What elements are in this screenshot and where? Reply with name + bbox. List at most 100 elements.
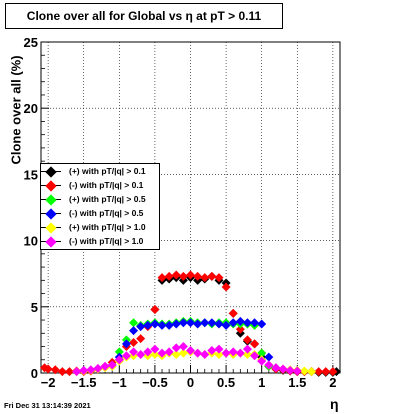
- data-point: [129, 347, 139, 357]
- data-point: [157, 348, 167, 358]
- timestamp: Fri Dec 31 13:14:39 2021: [4, 401, 91, 410]
- data-point: [107, 360, 117, 370]
- data-point: [57, 367, 67, 377]
- data-point: [157, 320, 167, 330]
- data-point: [200, 273, 210, 283]
- legend-marker: [45, 236, 57, 248]
- x-tick-label: −0.5: [142, 375, 168, 390]
- data-point: [136, 322, 146, 332]
- legend-label: (+) with pT/|q| > 0.1: [69, 166, 146, 176]
- data-point: [186, 318, 195, 328]
- data-point: [321, 367, 331, 377]
- data-point: [150, 319, 160, 329]
- data-point: [257, 356, 267, 366]
- chart-title: Clone over all for Global vs η at pT > 0…: [5, 3, 283, 29]
- data-point: [64, 367, 74, 377]
- y-tick-label: 10: [24, 234, 38, 249]
- legend-marker: [45, 222, 57, 234]
- data-point: [328, 367, 338, 377]
- data-point: [157, 273, 167, 283]
- data-point: [178, 271, 188, 281]
- legend-entry: (-) with pT/|q| > 0.5: [41, 207, 159, 220]
- data-point: [314, 367, 324, 377]
- data-point: [178, 342, 188, 352]
- data-point: [207, 318, 217, 328]
- y-tick-label: 20: [24, 101, 38, 116]
- data-point: [186, 270, 195, 280]
- data-point: [100, 361, 110, 371]
- legend-entry: (+) with pT/|q| > 0.1: [41, 165, 159, 178]
- data-point: [235, 324, 245, 334]
- y-tick-label: 0: [31, 366, 38, 381]
- data-point: [264, 352, 274, 362]
- data-point: [164, 347, 174, 357]
- data-point: [129, 318, 139, 328]
- x-axis-label: η: [330, 396, 339, 412]
- data-point: [164, 271, 174, 281]
- data-point: [193, 319, 203, 329]
- data-point: [257, 319, 267, 329]
- legend: (+) with pT/|q| > 0.1 (-) with pT/|q| > …: [40, 163, 160, 250]
- data-point: [221, 282, 231, 292]
- data-point: [214, 319, 224, 329]
- data-point: [228, 347, 238, 357]
- x-tick-label: −1: [112, 375, 127, 390]
- x-tick-label: −1.5: [71, 375, 97, 390]
- data-point: [150, 349, 160, 359]
- legend-marker: [45, 194, 57, 206]
- data-point: [114, 347, 124, 357]
- data-point: [129, 338, 139, 348]
- data-point: [171, 349, 181, 359]
- data-point: [242, 344, 252, 354]
- y-axis-label: Clone over all (%): [8, 55, 24, 165]
- legend-marker: [45, 208, 57, 220]
- data-point: [171, 319, 181, 329]
- data-point: [79, 365, 89, 375]
- y-tick-label: 15: [24, 167, 38, 182]
- data-point: [150, 344, 160, 354]
- data-point: [228, 308, 238, 318]
- data-point: [250, 318, 260, 328]
- data-point: [178, 318, 188, 328]
- x-tick-label: 0: [187, 375, 194, 390]
- legend-label: (+) with pT/|q| > 0.5: [69, 194, 146, 204]
- data-point: [228, 318, 238, 328]
- data-point: [242, 349, 252, 359]
- data-point: [121, 351, 131, 361]
- data-point: [250, 351, 260, 361]
- data-point: [278, 364, 288, 374]
- data-point: [121, 339, 131, 349]
- x-tick-label: 1: [258, 375, 265, 390]
- data-point: [193, 348, 203, 358]
- data-point: [214, 344, 224, 354]
- data-point: [299, 366, 309, 376]
- data-point: [72, 367, 82, 377]
- data-point: [150, 304, 160, 314]
- data-point: [136, 349, 146, 359]
- data-point: [235, 348, 245, 358]
- legend-entry: (-) with pT/|q| > 0.1: [41, 179, 159, 192]
- legend-label: (-) with pT/|q| > 0.5: [69, 208, 144, 218]
- x-tick-label: 1.5: [288, 375, 306, 390]
- data-point: [207, 345, 217, 355]
- data-point: [143, 320, 153, 330]
- legend-label: (+) with pT/|q| > 1.0: [69, 222, 146, 232]
- legend-marker: [45, 166, 57, 178]
- x-tick-label: 2: [329, 375, 336, 390]
- data-point: [242, 318, 252, 328]
- data-point: [214, 273, 224, 283]
- data-point: [242, 335, 252, 345]
- data-point: [164, 320, 174, 330]
- data-point: [221, 320, 231, 330]
- data-point: [114, 355, 124, 365]
- data-point: [221, 348, 231, 358]
- data-point: [171, 343, 181, 353]
- data-point: [235, 316, 245, 326]
- data-point: [93, 363, 103, 373]
- data-point: [193, 271, 203, 281]
- data-point: [264, 360, 274, 370]
- data-point: [257, 348, 267, 358]
- data-point: [250, 339, 260, 349]
